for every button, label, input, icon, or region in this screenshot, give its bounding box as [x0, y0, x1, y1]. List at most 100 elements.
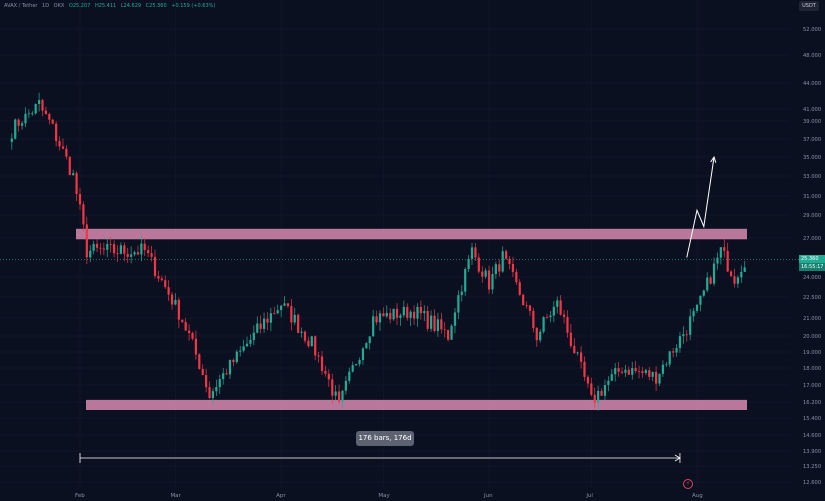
candle-body: [620, 371, 624, 373]
candle-body: [239, 350, 242, 352]
candle-body: [661, 364, 665, 374]
candle-body: [361, 348, 365, 361]
last-price-tag: 25.360: [799, 255, 825, 263]
candle-body: [740, 271, 743, 278]
candle-body: [245, 343, 249, 347]
candle-body: [695, 304, 699, 311]
candle-body: [641, 371, 644, 373]
candle-body: [337, 391, 341, 402]
candle-body: [494, 264, 497, 275]
candle-body: [276, 310, 279, 314]
candle-body: [402, 306, 405, 316]
candle-body: [259, 323, 262, 329]
candle-body: [498, 264, 501, 272]
exchange-label: OKX: [53, 3, 65, 9]
candle-body: [44, 110, 48, 114]
candle-body: [447, 330, 450, 340]
interval-label[interactable]: 1D: [42, 3, 50, 9]
candle-body: [303, 331, 307, 341]
candle-body: [440, 319, 443, 330]
candle-body: [355, 364, 358, 366]
candle-body: [726, 250, 729, 272]
candle-body: [126, 253, 129, 257]
candle-body: [24, 113, 27, 124]
candle-body: [256, 323, 259, 333]
y-tick-label: 52.000: [803, 27, 821, 33]
candle-body: [453, 312, 457, 326]
candle-body: [123, 245, 126, 254]
candle-body: [542, 317, 545, 332]
candle-body: [665, 364, 668, 366]
symbol-name[interactable]: AVAX / Tether: [4, 3, 38, 9]
candle-body: [72, 173, 75, 176]
y-tick-label: 41.000: [803, 107, 821, 113]
candle-body: [177, 299, 180, 320]
candle-body: [474, 247, 477, 258]
candle-body: [191, 333, 194, 339]
candle-body: [215, 387, 218, 392]
candle-body: [385, 312, 388, 317]
candle-body: [92, 243, 95, 251]
candle-body: [187, 330, 191, 334]
candle-body: [614, 368, 617, 375]
resistance-zone[interactable]: [76, 228, 747, 240]
candle-body: [457, 295, 460, 313]
support-zone[interactable]: [86, 399, 747, 410]
candle-body: [569, 332, 572, 346]
candle-body: [518, 282, 521, 295]
candle-body: [222, 373, 225, 380]
y-tick-label: 15.400: [803, 416, 821, 422]
candle-body: [14, 119, 17, 139]
candle-body: [198, 354, 201, 369]
candle-body: [10, 138, 13, 142]
open-value: O25.207: [68, 3, 91, 9]
x-tick-label: May: [378, 493, 390, 499]
candle-body: [484, 270, 487, 277]
candle-body: [181, 319, 184, 322]
candle-body: [644, 370, 647, 373]
projection-path[interactable]: [686, 156, 715, 258]
candle-body: [733, 276, 736, 284]
candle-body: [624, 369, 627, 373]
candle-body: [273, 313, 276, 315]
candle-body: [562, 314, 566, 317]
candle-body: [119, 245, 123, 254]
candle-body: [412, 311, 416, 319]
candle-body: [712, 263, 716, 284]
y-tick-label: 33.000: [803, 174, 821, 180]
candle-body: [235, 351, 238, 363]
candle-body: [406, 306, 409, 318]
candle-body: [736, 277, 740, 284]
candle-body: [99, 247, 102, 249]
candle-body: [648, 370, 651, 377]
candle-body: [41, 100, 44, 111]
y-tick-label: 21.000: [803, 316, 821, 322]
quote-currency-badge[interactable]: USDT: [799, 1, 819, 11]
candle-body: [389, 312, 392, 320]
candle-body: [17, 119, 20, 126]
y-tick-label: 16.200: [803, 400, 821, 406]
x-tick-label: Jun: [483, 493, 493, 499]
candle-body: [382, 313, 385, 317]
lightning-icon[interactable]: ⚡: [683, 479, 693, 489]
candle-body: [433, 315, 436, 331]
candle-body: [627, 369, 630, 375]
candle-body: [539, 331, 542, 341]
candle-body: [508, 258, 511, 264]
candle-body: [709, 277, 712, 284]
candle-body: [511, 263, 515, 272]
candle-body: [48, 113, 51, 120]
candle-body: [297, 314, 300, 333]
candle-body: [106, 244, 109, 250]
candle-body: [89, 250, 92, 258]
bar-countdown-tag: 16:55:17: [799, 263, 825, 271]
candle-body: [685, 334, 688, 336]
x-tick-label: Aug: [692, 493, 703, 499]
candle-body: [58, 141, 61, 147]
candle-body: [586, 376, 590, 384]
candle-body: [549, 315, 552, 318]
candle-body: [590, 383, 593, 395]
candle-body: [348, 371, 351, 381]
candle-body: [112, 244, 116, 254]
